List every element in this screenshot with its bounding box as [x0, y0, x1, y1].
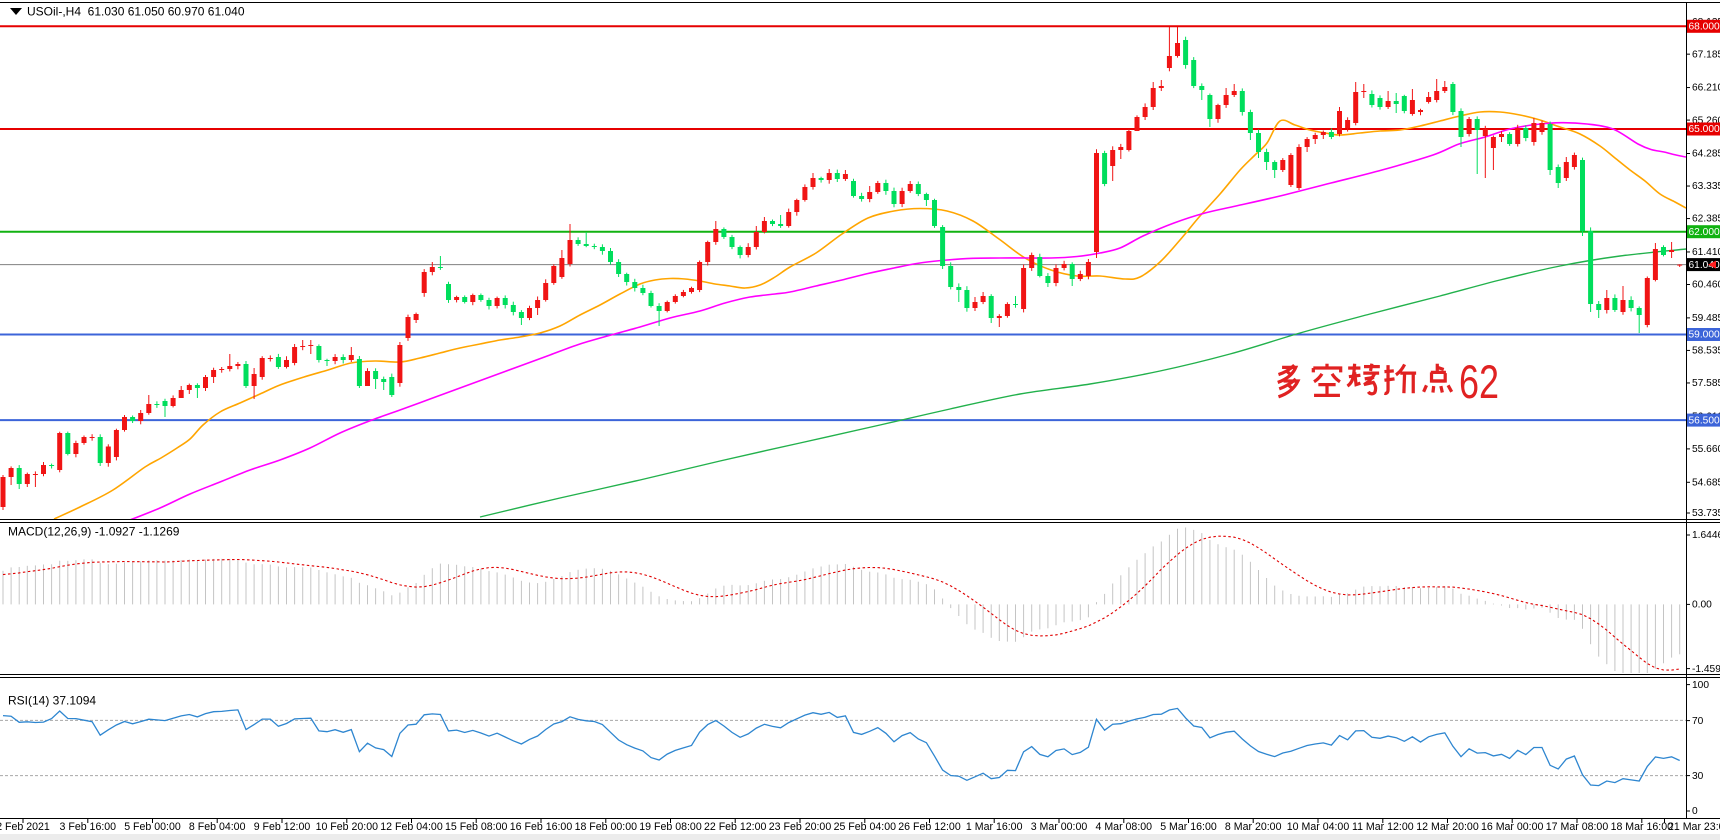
svg-text:55.660: 55.660 — [1692, 444, 1720, 455]
svg-text:59.000: 59.000 — [1689, 330, 1720, 341]
svg-text:3 Mar 00:00: 3 Mar 00:00 — [1031, 821, 1088, 833]
svg-text:17 Mar 08:00: 17 Mar 08:00 — [1546, 821, 1609, 833]
svg-text:5 Mar 16:00: 5 Mar 16:00 — [1160, 821, 1217, 833]
svg-text:62: 62 — [1459, 355, 1499, 408]
svg-text:61.040: 61.040 — [1689, 260, 1720, 271]
svg-text:21 Mar 23:00: 21 Mar 23:00 — [1668, 821, 1720, 833]
svg-text:15 Feb 08:00: 15 Feb 08:00 — [445, 821, 508, 833]
svg-text:56.500: 56.500 — [1689, 415, 1720, 426]
svg-text:60.460: 60.460 — [1692, 280, 1720, 291]
svg-text:23 Feb 20:00: 23 Feb 20:00 — [769, 821, 832, 833]
svg-text:65.260: 65.260 — [1692, 115, 1720, 126]
svg-text:12 Feb 04:00: 12 Feb 04:00 — [380, 821, 443, 833]
svg-text:4 Mar 08:00: 4 Mar 08:00 — [1096, 821, 1153, 833]
svg-text:16 Feb 16:00: 16 Feb 16:00 — [510, 821, 573, 833]
svg-text:68.000: 68.000 — [1689, 21, 1720, 32]
svg-text:11 Mar 12:00: 11 Mar 12:00 — [1352, 821, 1414, 833]
svg-text:16 Mar 00:00: 16 Mar 00:00 — [1481, 821, 1544, 833]
svg-text:1.6446: 1.6446 — [1692, 530, 1720, 541]
svg-text:5 Feb 00:00: 5 Feb 00:00 — [124, 821, 181, 833]
svg-text:100: 100 — [1692, 680, 1709, 691]
svg-text:63.335: 63.335 — [1692, 181, 1720, 192]
svg-text:MACD(12,26,9) -1.0927 -1.1269: MACD(12,26,9) -1.0927 -1.1269 — [8, 525, 180, 539]
svg-text:30: 30 — [1692, 771, 1704, 782]
svg-text:USOil-,H4 61.030 61.050 60.97: USOil-,H4 61.030 61.050 60.970 61.040 — [27, 5, 245, 19]
svg-text:22 Feb 12:00: 22 Feb 12:00 — [704, 821, 767, 833]
svg-text:8 Mar 20:00: 8 Mar 20:00 — [1225, 821, 1282, 833]
svg-text:10 Feb 20:00: 10 Feb 20:00 — [316, 821, 379, 833]
svg-text:10 Mar 04:00: 10 Mar 04:00 — [1287, 821, 1350, 833]
svg-text:2 Feb 2021: 2 Feb 2021 — [0, 821, 50, 833]
svg-text:67.185: 67.185 — [1692, 49, 1720, 60]
svg-text:65.000: 65.000 — [1689, 124, 1720, 135]
svg-text:18 Feb 00:00: 18 Feb 00:00 — [575, 821, 638, 833]
svg-text:-1.4594: -1.4594 — [1692, 664, 1720, 675]
svg-text:58.535: 58.535 — [1692, 346, 1720, 357]
svg-text:12 Mar 20:00: 12 Mar 20:00 — [1416, 821, 1479, 833]
svg-text:18 Mar 16:00: 18 Mar 16:00 — [1611, 821, 1674, 833]
svg-text:53.735: 53.735 — [1692, 508, 1720, 519]
svg-text:62.000: 62.000 — [1689, 227, 1720, 238]
svg-text:3 Feb 16:00: 3 Feb 16:00 — [60, 821, 117, 833]
svg-text:61.410: 61.410 — [1692, 247, 1720, 258]
svg-text:66.210: 66.210 — [1692, 83, 1720, 94]
svg-text:9 Feb 12:00: 9 Feb 12:00 — [254, 821, 311, 833]
svg-text:25 Feb 04:00: 25 Feb 04:00 — [834, 821, 897, 833]
svg-text:26 Feb 12:00: 26 Feb 12:00 — [898, 821, 961, 833]
svg-text:70: 70 — [1692, 716, 1704, 727]
svg-text:8 Feb 04:00: 8 Feb 04:00 — [189, 821, 246, 833]
svg-text:1 Mar 16:00: 1 Mar 16:00 — [966, 821, 1023, 833]
svg-text:54.685: 54.685 — [1692, 477, 1720, 488]
svg-text:0.00: 0.00 — [1692, 600, 1712, 611]
svg-text:19 Feb 08:00: 19 Feb 08:00 — [639, 821, 702, 833]
svg-text:64.285: 64.285 — [1692, 149, 1720, 160]
svg-text:59.485: 59.485 — [1692, 313, 1720, 324]
svg-text:62.385: 62.385 — [1692, 214, 1720, 225]
svg-text:RSI(14) 37.1094: RSI(14) 37.1094 — [8, 694, 96, 708]
svg-text:0: 0 — [1692, 806, 1698, 817]
svg-text:57.585: 57.585 — [1692, 378, 1720, 389]
